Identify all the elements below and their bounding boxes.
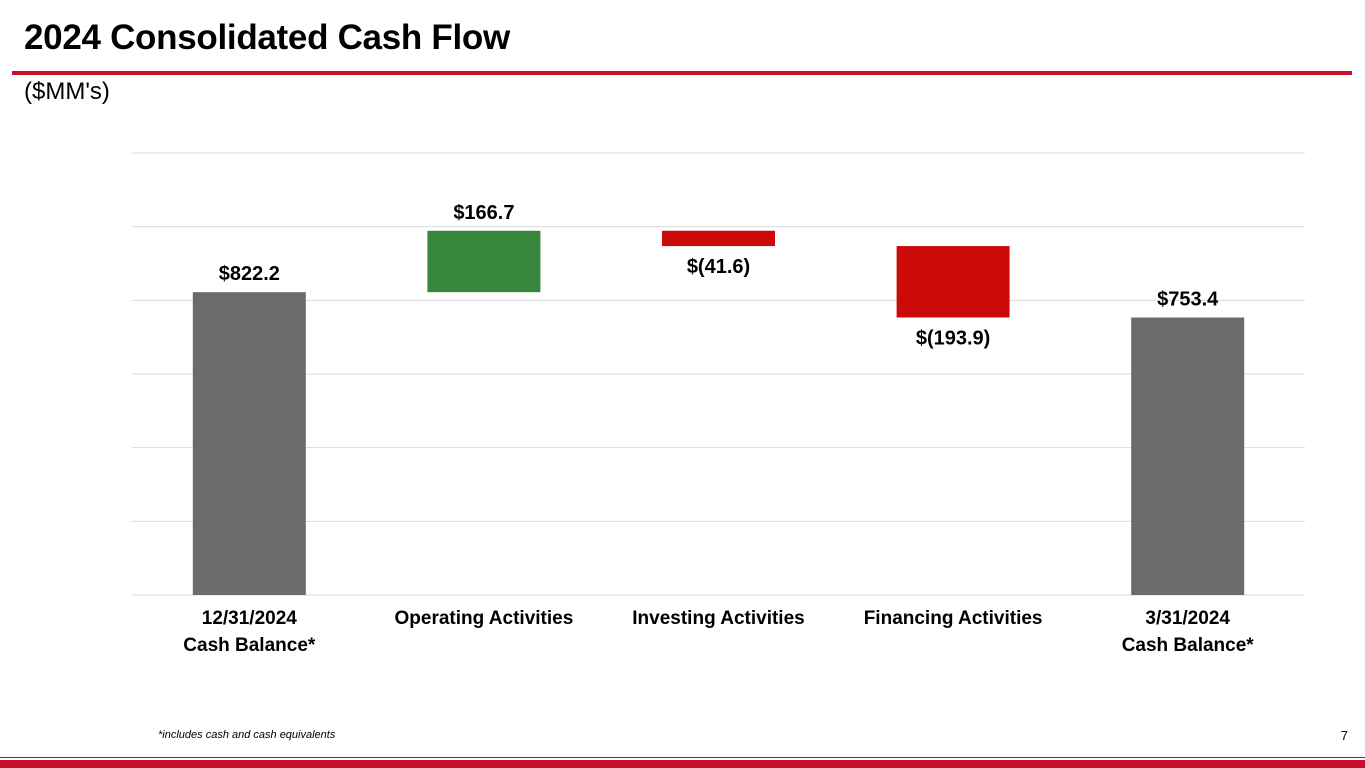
category-label: Investing Activities (632, 608, 804, 629)
bar-increase (427, 230, 541, 293)
footer-divider (0, 757, 1365, 758)
bar-value-label: $(193.9) (916, 327, 991, 349)
chart-data-labels: $822.2 $166.7 $(41.6) $(193.9) $753.4 (219, 202, 1219, 350)
title-underline (12, 71, 1352, 75)
bar-value-label: $(41.6) (687, 256, 750, 278)
bar-value-label: $822.2 (219, 263, 280, 285)
bar-cash-balance (1131, 317, 1245, 595)
bar-decrease (662, 230, 775, 247)
bar-value-label: $753.4 (1157, 288, 1219, 310)
footnote: *includes cash and cash equivalents (158, 729, 336, 741)
category-label: Operating Activities (395, 608, 574, 629)
category-label: 3/31/2024 (1145, 608, 1230, 629)
footer-accent-bar (0, 760, 1365, 768)
page-number: 7 (1340, 728, 1348, 743)
category-label: Cash Balance* (183, 635, 316, 656)
chart-bars (192, 230, 1245, 595)
category-label: Cash Balance* (1122, 635, 1255, 656)
category-label: Financing Activities (864, 608, 1043, 629)
chart-category-labels: 12/31/2024 Cash Balance* Operating Activit… (183, 608, 1254, 656)
chart-gridlines (132, 152, 1305, 596)
bar-cash-balance (192, 292, 306, 595)
bar-decrease (896, 246, 1010, 318)
page-title: 2024 Consolidated Cash Flow (24, 18, 510, 57)
units-subtitle: ($MM's) (24, 78, 110, 105)
bar-value-label: $166.7 (453, 202, 514, 224)
category-label: 12/31/2024 (202, 608, 298, 629)
